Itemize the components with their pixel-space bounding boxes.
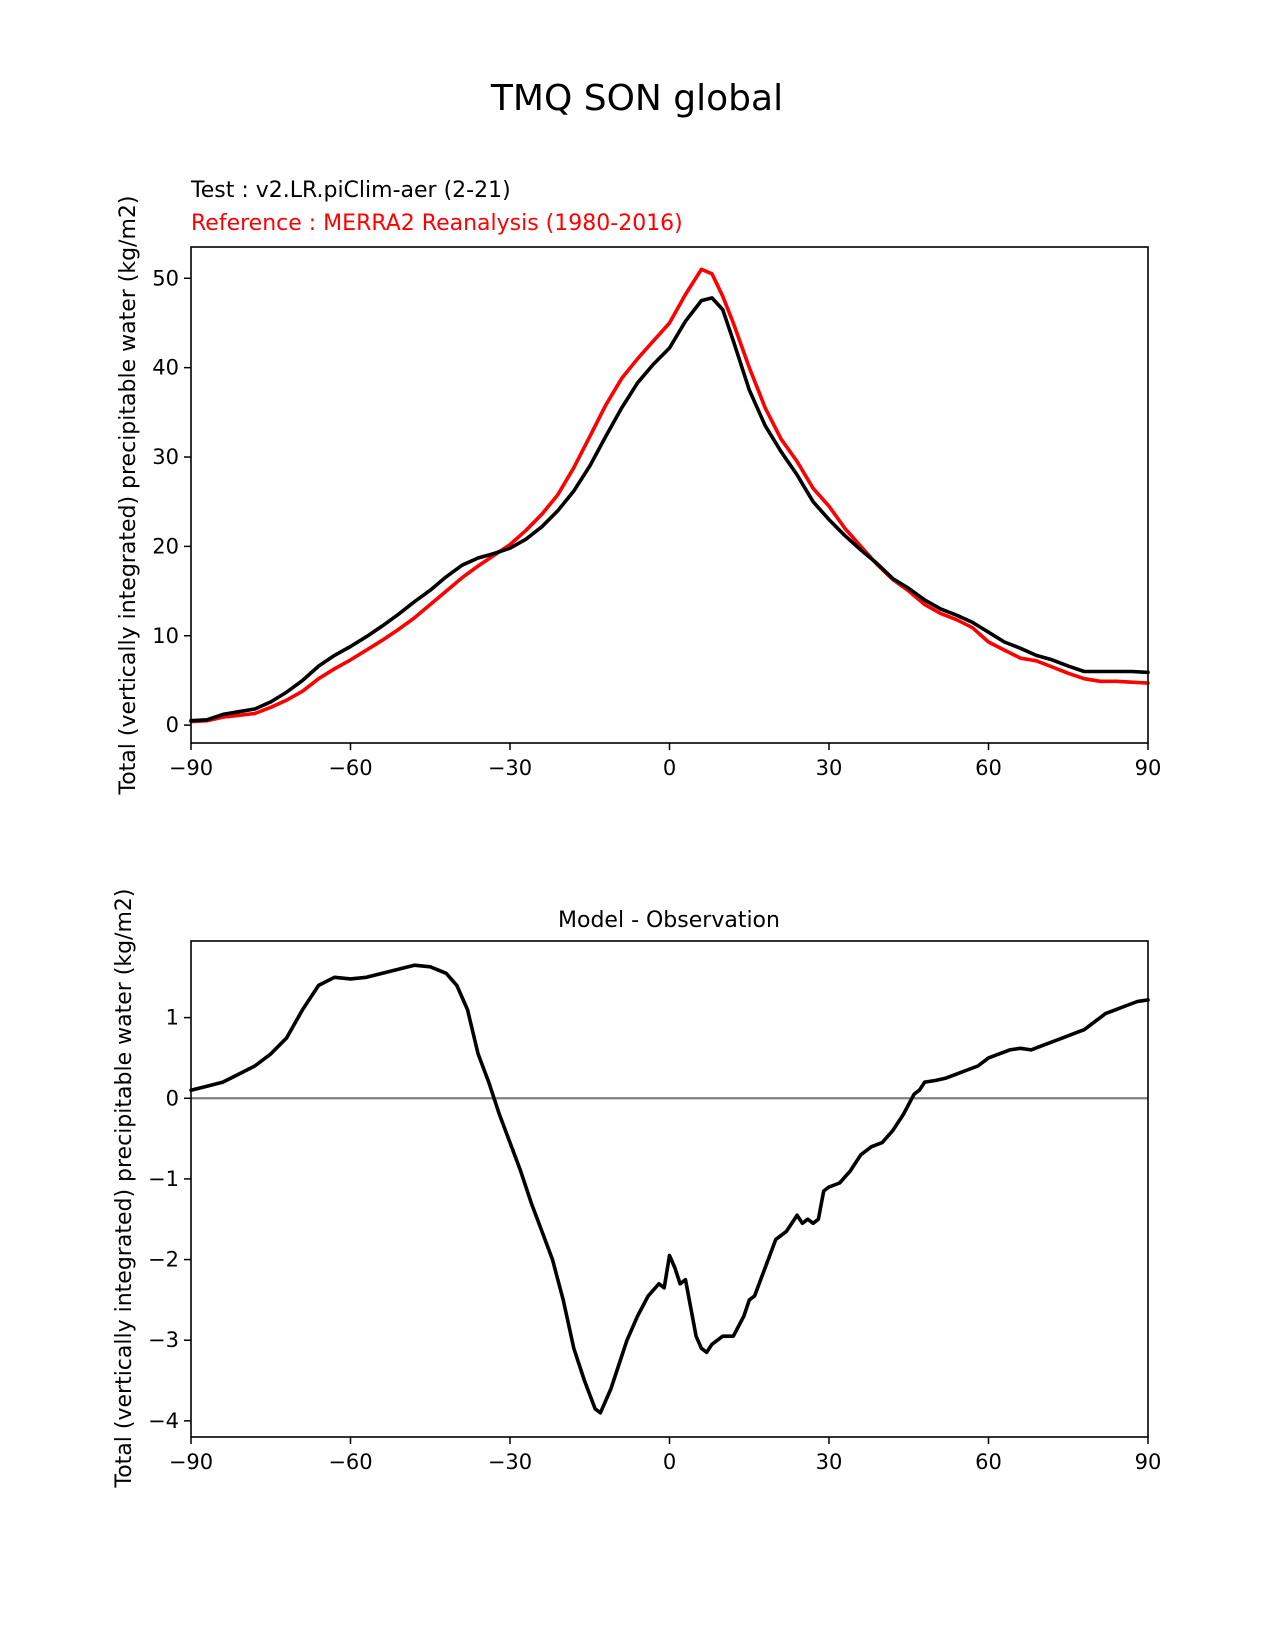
top-series-lines [189, 267, 1150, 724]
y-tick-label: 30 [152, 445, 179, 469]
x-tick-label: 90 [1135, 1450, 1162, 1474]
figure-title: TMQ SON global [490, 78, 783, 119]
difference-chart: Model - Observation Total (vertically in… [112, 889, 1161, 1489]
y-tick-label: 0 [166, 1086, 179, 1110]
profile-chart: Test : v2.LR.piClim-aer (2-21) Reference… [116, 178, 1161, 795]
y-tick-label: −3 [148, 1328, 179, 1352]
y-tick-label: −2 [148, 1248, 179, 1272]
y-tick-label: 10 [152, 624, 179, 648]
x-tick-label: 30 [816, 1450, 843, 1474]
top-y-axis-label: Total (vertically integrated) precipitab… [116, 196, 141, 796]
y-tick-label: −1 [148, 1167, 179, 1191]
top-ticks: −90 −60 −30 0 30 60 90 0 10 20 30 40 50 [152, 266, 1161, 780]
test-subtitle: Test : v2.LR.piClim-aer (2-21) [190, 178, 511, 203]
bottom-series-lines [189, 963, 1150, 1415]
difference-title: Model - Observation [558, 908, 780, 933]
y-tick-label: −4 [148, 1409, 179, 1433]
x-tick-label: 0 [663, 1450, 676, 1474]
series-line-0 [189, 267, 1150, 724]
x-tick-label: −30 [488, 756, 532, 780]
x-tick-label: −30 [488, 1450, 532, 1474]
reference-subtitle: Reference : MERRA2 Reanalysis (1980-2016… [191, 211, 683, 236]
series-line-1 [189, 296, 1150, 723]
x-tick-label: 60 [975, 756, 1002, 780]
x-tick-label: −60 [328, 756, 372, 780]
y-tick-label: 50 [152, 266, 179, 290]
y-tick-label: 1 [166, 1006, 179, 1030]
x-tick-label: 60 [975, 1450, 1002, 1474]
x-tick-label: −90 [169, 756, 213, 780]
bottom-y-axis-label: Total (vertically integrated) precipitab… [112, 889, 137, 1489]
y-tick-label: 0 [166, 713, 179, 737]
x-tick-label: 0 [663, 756, 676, 780]
x-tick-label: −90 [169, 1450, 213, 1474]
bottom-ticks: −90 −60 −30 0 30 60 90 1 0 −1 −2 −3 −4 [148, 1006, 1161, 1474]
y-tick-label: 40 [152, 356, 179, 380]
x-tick-label: −60 [328, 1450, 372, 1474]
x-tick-label: 30 [816, 756, 843, 780]
series-line-0 [189, 963, 1150, 1415]
y-tick-label: 20 [152, 534, 179, 558]
x-tick-label: 90 [1135, 756, 1162, 780]
top-plot-frame [190, 246, 1149, 744]
bottom-plot-frame [190, 940, 1149, 1438]
